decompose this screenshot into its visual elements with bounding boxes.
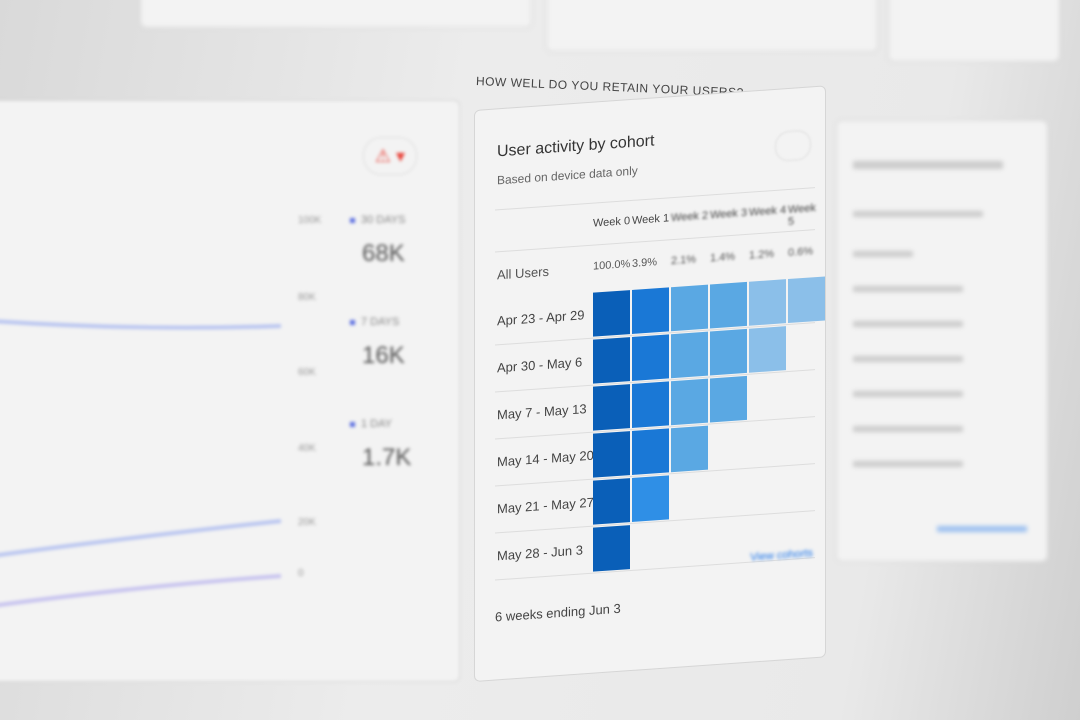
- cohort-row-label: Apr 30 - May 6: [497, 354, 583, 376]
- cohort-title: User activity by cohort: [497, 132, 655, 161]
- metric-1-day-value: 1.7K: [362, 444, 412, 471]
- week-header: Week 0: [593, 215, 631, 230]
- top-card-right: [888, 0, 1060, 62]
- cohort-cell[interactable]: [593, 337, 630, 384]
- active-users-card: ⚠ ▾: [0, 100, 460, 682]
- metric-7-days-label: 7 DAYS: [350, 316, 399, 328]
- cohort-row-label: May 7 - May 13: [497, 401, 587, 423]
- cohort-row-label: May 28 - Jun 3: [497, 542, 583, 564]
- cohort-cell[interactable]: [593, 431, 630, 478]
- cohort-card: User activity by cohort Based on device …: [474, 85, 826, 683]
- cohort-footer: 6 weeks ending Jun 3: [495, 600, 621, 625]
- cohort-cell[interactable]: [710, 375, 747, 423]
- active-users-chart: [0, 319, 282, 607]
- cohort-cell[interactable]: [593, 525, 630, 572]
- y-tick: 60K: [298, 367, 316, 378]
- cohort-cell[interactable]: [710, 281, 747, 329]
- cohort-cell[interactable]: [749, 279, 786, 326]
- cohort-row-label: May 14 - May 20: [497, 447, 594, 470]
- metric-7-days-value: 16K: [362, 342, 405, 369]
- view-cohorts-link[interactable]: View cohorts: [750, 547, 813, 564]
- week-header: Week 1: [632, 212, 670, 227]
- all-users-value: 0.6%: [788, 245, 814, 260]
- cohort-subtitle: Based on device data only: [497, 163, 638, 188]
- cohort-cell[interactable]: [671, 425, 708, 473]
- cohort-cell[interactable]: [593, 478, 630, 525]
- all-users-value: 1.2%: [749, 248, 775, 262]
- cohort-cell[interactable]: [671, 284, 708, 332]
- top-card-left: [140, 0, 532, 28]
- all-users-label: All Users: [497, 263, 550, 283]
- cohort-cell[interactable]: [632, 428, 669, 475]
- y-tick: 80K: [298, 292, 316, 303]
- metric-1-day-label: 1 DAY: [350, 418, 392, 430]
- cohort-cell[interactable]: [593, 384, 630, 431]
- cohort-cell[interactable]: [632, 475, 669, 522]
- all-users-value: 3.9%: [632, 256, 658, 270]
- cohort-cell[interactable]: [632, 381, 669, 428]
- series-7-days-line: [0, 519, 282, 557]
- cohort-cell[interactable]: [593, 290, 630, 337]
- cohort-cell[interactable]: [788, 276, 825, 324]
- week-header: Week 2: [671, 209, 709, 225]
- week-header: Week 3: [710, 206, 748, 222]
- cohort-cell[interactable]: [671, 378, 708, 426]
- y-tick: 40K: [298, 443, 316, 454]
- y-tick: 100K: [298, 215, 322, 226]
- top-card-middle: [546, 0, 878, 52]
- cohort-row-label: May 21 - May 27: [497, 494, 594, 517]
- all-users-value: 100.0%: [593, 258, 631, 273]
- all-users-value: 2.1%: [671, 253, 697, 268]
- metric-30-days-value: 68K: [362, 240, 405, 267]
- cohort-cell[interactable]: [632, 287, 669, 334]
- cohort-cell[interactable]: [671, 331, 708, 379]
- series-1-day-line: [0, 574, 282, 607]
- y-tick: 0: [298, 568, 304, 579]
- cohort-cell[interactable]: [749, 326, 786, 373]
- week-header: Week 4: [749, 204, 787, 219]
- alert-button[interactable]: ⚠ ▾: [363, 137, 417, 175]
- cohort-menu-button[interactable]: [775, 129, 811, 162]
- cohort-row-label: Apr 23 - Apr 29: [497, 307, 585, 329]
- series-30-days-line: [0, 319, 282, 330]
- right-card: [836, 120, 1048, 562]
- week-header: Week 5: [788, 202, 816, 229]
- all-users-value: 1.4%: [710, 250, 736, 265]
- cohort-cell[interactable]: [632, 334, 669, 381]
- metric-30-days-label: 30 DAYS: [350, 214, 405, 226]
- cohort-cell[interactable]: [710, 328, 747, 376]
- y-tick: 20K: [298, 517, 316, 528]
